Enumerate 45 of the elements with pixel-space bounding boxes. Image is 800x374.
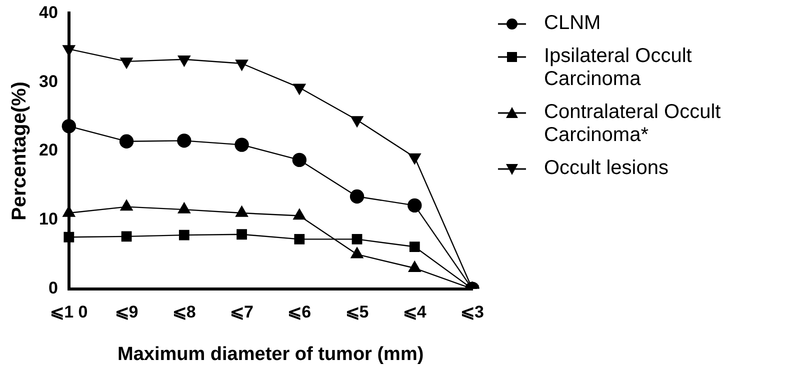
x-tick-label: ⩽7 bbox=[230, 302, 254, 322]
x-tick-label: ⩽9 bbox=[114, 302, 138, 322]
x-tick-label: ⩽3 bbox=[460, 302, 484, 322]
x-tick-label: ⩽4 bbox=[402, 302, 427, 322]
point bbox=[408, 153, 421, 164]
point bbox=[293, 208, 306, 220]
point bbox=[178, 202, 190, 214]
point bbox=[236, 229, 247, 240]
point bbox=[350, 189, 364, 204]
legend-label: Ipsilateral Occult Carcinoma bbox=[544, 45, 693, 91]
y-tick-label: 20 bbox=[38, 140, 58, 160]
x-tick-label: ⩽1 0 bbox=[50, 302, 88, 322]
point bbox=[64, 232, 74, 242]
x-tick-label: ⩽6 bbox=[288, 302, 312, 322]
point bbox=[121, 231, 132, 242]
y-tick-label: 0 bbox=[48, 278, 58, 298]
point bbox=[236, 60, 248, 71]
legend-label: CLNM bbox=[544, 12, 602, 35]
y-tick-label: 10 bbox=[38, 210, 58, 229]
point bbox=[350, 247, 364, 258]
x-tick-label: ⩽5 bbox=[345, 302, 369, 322]
x-tick-label: ⩽8 bbox=[172, 302, 196, 322]
point bbox=[352, 234, 362, 244]
point bbox=[178, 56, 190, 66]
point bbox=[178, 230, 190, 240]
point bbox=[292, 152, 306, 168]
point bbox=[120, 58, 133, 69]
point bbox=[408, 198, 422, 213]
y-tick-label: 30 bbox=[38, 72, 58, 91]
point bbox=[236, 206, 248, 217]
point bbox=[120, 200, 133, 211]
point bbox=[177, 134, 192, 148]
point bbox=[408, 261, 421, 272]
point bbox=[119, 134, 134, 148]
legend-label: Occult lesions bbox=[544, 157, 670, 180]
y-tick-label: 40 bbox=[38, 2, 58, 22]
point bbox=[350, 116, 364, 128]
legend-label: Contralateral Occult Carcinoma* bbox=[544, 101, 722, 147]
point bbox=[293, 84, 306, 95]
y-axis-title: Percentage(%) bbox=[8, 82, 31, 220]
point bbox=[409, 242, 420, 252]
point bbox=[62, 119, 76, 134]
x-axis-title: Maximum diameter of tumor (mm) bbox=[118, 344, 424, 365]
point bbox=[234, 138, 249, 152]
point bbox=[294, 234, 305, 244]
